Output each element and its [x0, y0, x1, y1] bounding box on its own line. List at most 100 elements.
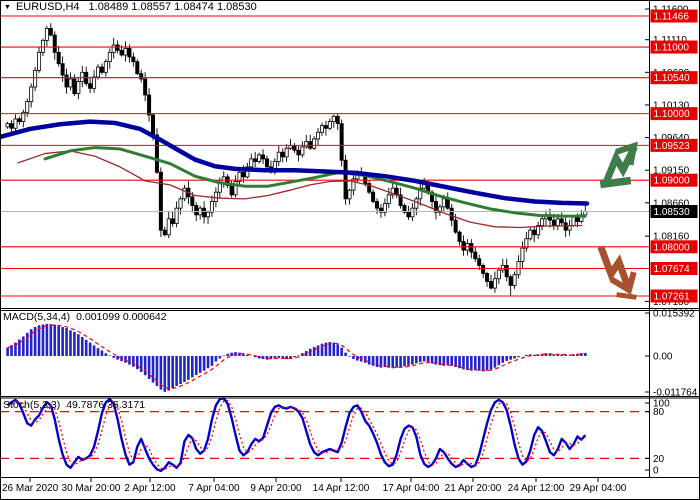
candle-body: [339, 123, 344, 161]
candle-body: [418, 187, 423, 200]
candle-body: [111, 44, 116, 53]
price-level-badge-label: 1.07674: [654, 264, 691, 275]
candle-body: [257, 154, 262, 162]
candle-body: [253, 158, 258, 162]
candle-body: [178, 198, 183, 209]
price-level-badge-label: 1.09523: [654, 141, 691, 152]
symbol-dropdown-icon[interactable]: ▼: [4, 4, 11, 11]
candle-body: [504, 265, 509, 278]
candle-body: [154, 134, 159, 173]
candle-body: [398, 194, 403, 206]
candle-body: [532, 229, 537, 236]
candle-body: [237, 171, 242, 182]
stoch-main-line: [6, 397, 587, 473]
candle-body: [347, 189, 352, 200]
price-level-badge: [650, 107, 698, 121]
candle-body: [139, 73, 144, 80]
candle-body: [461, 241, 466, 251]
candle-body: [135, 61, 140, 75]
candle-body: [76, 81, 81, 95]
candle-body: [166, 218, 171, 236]
candle-body: [127, 47, 132, 58]
candle-body: [481, 265, 486, 274]
price-level-badge: [650, 289, 698, 303]
macd-signal-line: [7, 324, 586, 390]
candle-body: [202, 207, 207, 218]
candle-body: [209, 201, 214, 213]
candle-body: [571, 216, 576, 226]
candle-body: [453, 219, 458, 233]
candle-body: [25, 101, 30, 113]
candle-body: [488, 281, 493, 289]
candle-body: [292, 145, 297, 151]
candle-body: [296, 149, 301, 156]
candle-body: [378, 207, 383, 213]
macd-values: 0.001099 0.000642: [76, 311, 167, 323]
candle-body: [559, 218, 564, 224]
candle-body: [174, 207, 179, 224]
time-axis-label: 29 Apr 04:00: [570, 483, 627, 494]
candle-body: [21, 111, 26, 123]
chart-title: ▼ EURUSD,H4 1.08489 1.08557 1.08474 1.0853…: [4, 1, 257, 13]
candle-body: [319, 125, 324, 133]
candle-body: [264, 158, 269, 168]
candle-body: [343, 159, 348, 200]
candle-body: [386, 194, 391, 204]
candle-body: [477, 258, 482, 266]
candle-body: [433, 201, 438, 213]
ma-fast-line: [17, 150, 583, 229]
candle-body: [107, 51, 112, 63]
candle-body: [44, 27, 49, 41]
candle-body: [17, 118, 22, 123]
candle-body: [563, 222, 568, 231]
candle-body: [276, 151, 281, 162]
time-axis-label: 2 Apr 12:00: [124, 483, 176, 494]
current-price-badge-label: 1.08530: [654, 207, 691, 218]
down-trend-arrow-icon: [597, 245, 637, 300]
stoch-tick-label: 80: [653, 407, 665, 418]
candle-body: [233, 181, 238, 196]
candle-body: [390, 187, 395, 196]
price-level-badge-label: 1.08000: [654, 242, 691, 253]
macd-tick-label: 0.015392: [653, 309, 695, 320]
candle-body: [304, 141, 309, 148]
candle-body: [449, 207, 454, 221]
candle-body: [508, 276, 513, 286]
price-level-badge-label: 1.09000: [654, 176, 691, 187]
price-tick-label: 1.09150: [653, 166, 690, 177]
candle-body: [206, 211, 211, 218]
time-axis-label: 7 Apr 04:00: [188, 483, 240, 494]
price-tick-label: 1.10130: [653, 100, 690, 111]
candle-body: [213, 191, 218, 202]
candle-body: [520, 247, 525, 262]
candle-body: [280, 151, 285, 158]
candle-body: [225, 176, 230, 186]
candle-body: [151, 114, 156, 136]
ma-slow-line: [0, 119, 590, 206]
price-level-badge: [650, 71, 698, 85]
stoch-tick-label: 100: [653, 399, 670, 410]
candle-body: [80, 71, 85, 83]
candle-body: [528, 229, 533, 240]
price-tick-label: 1.09640: [653, 133, 690, 144]
candle-body: [5, 123, 10, 128]
chart-title-ohlc: 1.08489 1.08557 1.08474 1.08530: [88, 1, 257, 13]
candle-body: [48, 27, 53, 36]
price-level-badge-label: 1.10540: [654, 73, 691, 84]
macd-indicator-label: MACD(5,34,4) 0.001099 0.000642: [3, 311, 167, 323]
candle-body: [245, 166, 250, 178]
candle-body: [217, 183, 222, 193]
candle-body: [158, 171, 163, 231]
price-level-badge-label: 1.10000: [654, 109, 691, 120]
stoch-tick-label: 0: [653, 466, 659, 477]
candle-body: [492, 278, 497, 289]
ma-medium-line: [43, 146, 587, 218]
candle-body: [241, 171, 246, 178]
candle-body: [335, 115, 340, 125]
candle-body: [92, 76, 97, 89]
chart-title-symbol: EURUSD,H4: [15, 1, 80, 13]
current-price-badge: [650, 204, 698, 218]
candle-body: [512, 274, 517, 286]
